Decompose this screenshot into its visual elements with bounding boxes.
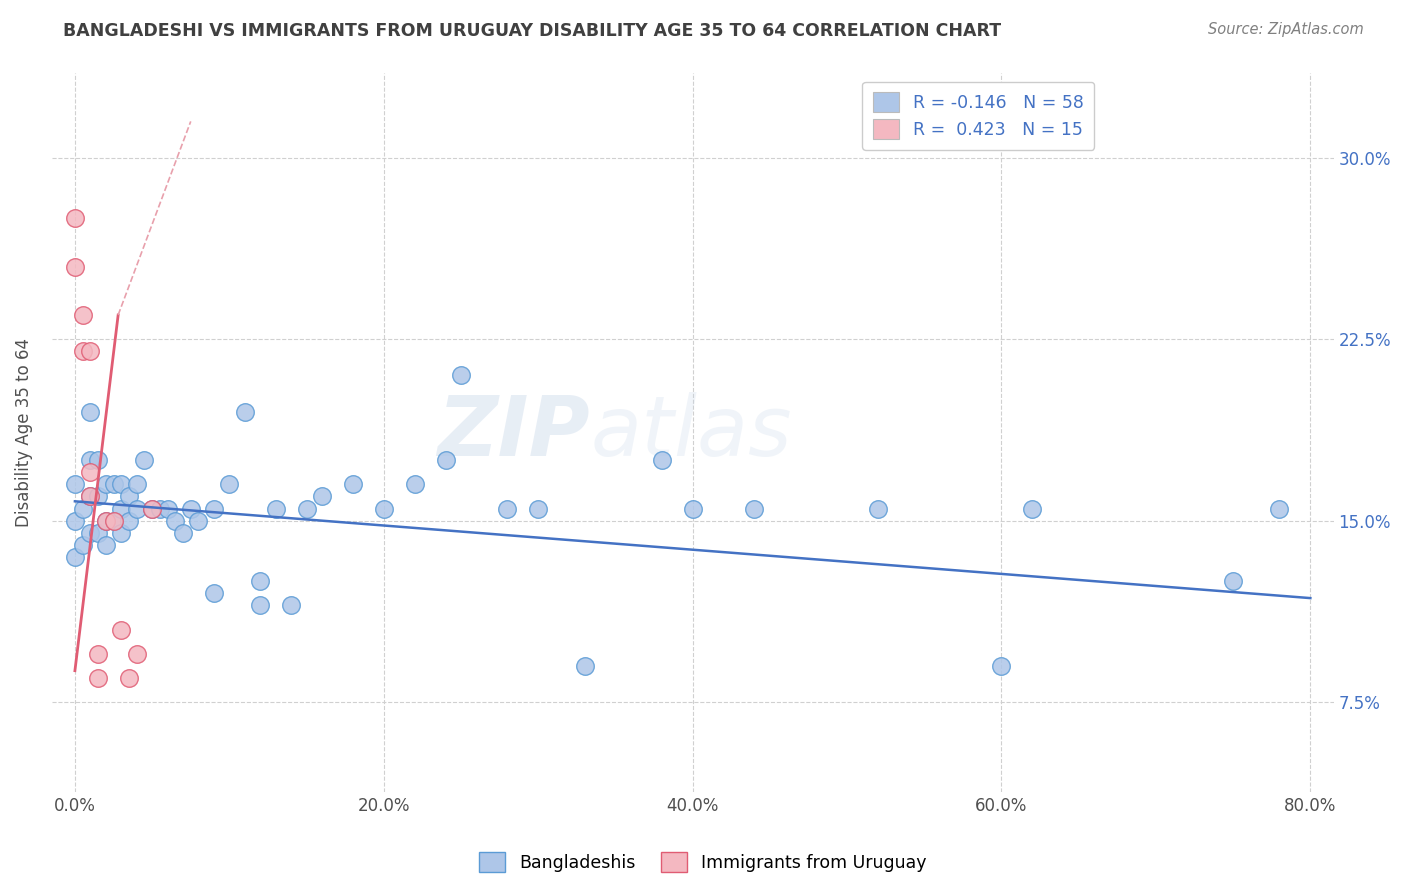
Point [63, 549, 86, 564]
Text: atlas: atlas [591, 392, 792, 473]
Point [110, 477, 132, 491]
Point [103, 477, 125, 491]
Point [118, 671, 141, 685]
Point [202, 501, 225, 516]
Point [72, 344, 94, 359]
Point [87, 525, 110, 540]
Point [63, 211, 86, 226]
Point [87, 490, 110, 504]
Point [94, 514, 117, 528]
Point [79, 490, 101, 504]
Point [373, 501, 395, 516]
Point [110, 501, 132, 516]
Point [141, 501, 163, 516]
Point [990, 658, 1012, 673]
Point [118, 490, 141, 504]
Point [79, 344, 101, 359]
Point [79, 525, 101, 540]
Point [866, 501, 889, 516]
Point [87, 671, 110, 685]
Point [434, 453, 457, 467]
Point [72, 501, 94, 516]
Point [94, 477, 117, 491]
Point [149, 501, 172, 516]
Point [651, 453, 673, 467]
Legend: R = -0.146   N = 58, R =  0.423   N = 15: R = -0.146 N = 58, R = 0.423 N = 15 [862, 82, 1094, 150]
Point [94, 538, 117, 552]
Legend: Bangladeshis, Immigrants from Uruguay: Bangladeshis, Immigrants from Uruguay [472, 845, 934, 879]
Point [165, 514, 187, 528]
Y-axis label: Disability Age 35 to 64: Disability Age 35 to 64 [15, 338, 32, 527]
Point [342, 477, 364, 491]
Point [218, 477, 240, 491]
Point [110, 623, 132, 637]
Point [156, 501, 179, 516]
Text: ZIP: ZIP [437, 392, 591, 473]
Point [63, 260, 86, 274]
Point [264, 501, 287, 516]
Point [72, 538, 94, 552]
Point [180, 501, 202, 516]
Point [79, 453, 101, 467]
Point [744, 501, 766, 516]
Point [280, 599, 302, 613]
Point [118, 514, 141, 528]
Point [527, 501, 550, 516]
Point [87, 453, 110, 467]
Point [79, 465, 101, 479]
Point [1268, 501, 1291, 516]
Point [172, 525, 194, 540]
Point [79, 490, 101, 504]
Point [125, 501, 148, 516]
Point [72, 308, 94, 322]
Point [496, 501, 519, 516]
Point [110, 525, 132, 540]
Point [249, 574, 271, 589]
Point [187, 514, 209, 528]
Point [103, 514, 125, 528]
Point [295, 501, 318, 516]
Point [63, 514, 86, 528]
Point [103, 514, 125, 528]
Point [249, 599, 271, 613]
Point [311, 490, 333, 504]
Point [125, 647, 148, 661]
Point [87, 647, 110, 661]
Point [125, 477, 148, 491]
Point [79, 405, 101, 419]
Point [682, 501, 704, 516]
Point [141, 501, 163, 516]
Point [63, 477, 86, 491]
Point [134, 453, 156, 467]
Point [94, 514, 117, 528]
Point [574, 658, 596, 673]
Point [1222, 574, 1244, 589]
Text: BANGLADESHI VS IMMIGRANTS FROM URUGUAY DISABILITY AGE 35 TO 64 CORRELATION CHART: BANGLADESHI VS IMMIGRANTS FROM URUGUAY D… [63, 22, 1001, 40]
Point [404, 477, 426, 491]
Point [202, 586, 225, 600]
Point [1021, 501, 1043, 516]
Text: Source: ZipAtlas.com: Source: ZipAtlas.com [1208, 22, 1364, 37]
Point [450, 368, 472, 383]
Point [233, 405, 256, 419]
